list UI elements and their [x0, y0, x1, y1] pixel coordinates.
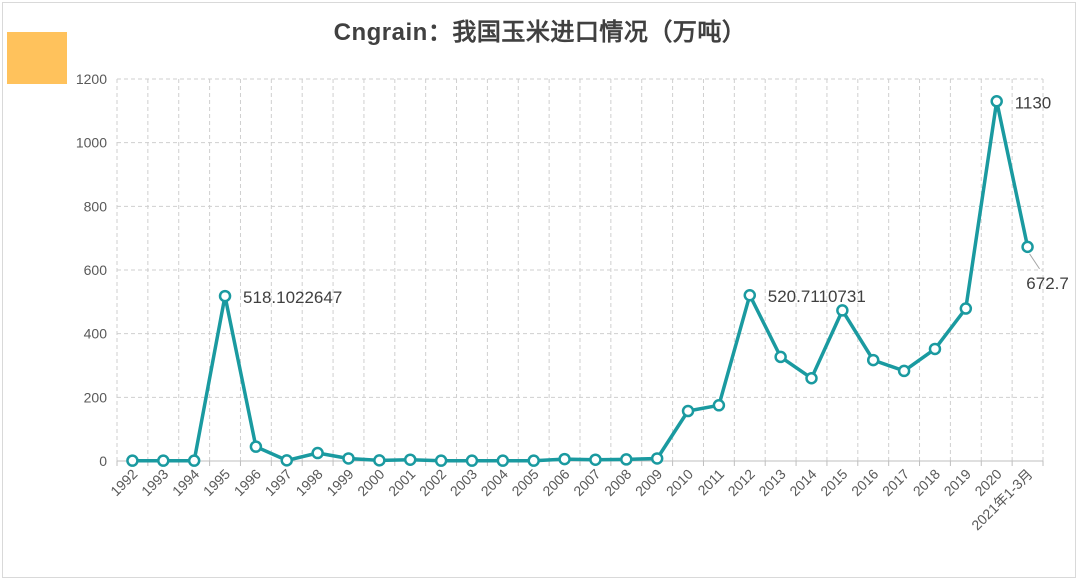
- data-point-marker: [805, 371, 818, 385]
- x-tick-label: 1994: [169, 466, 202, 499]
- y-tick-label: 1200: [76, 71, 107, 87]
- data-point-marker: [866, 353, 880, 367]
- x-tick-label: 2003: [447, 466, 480, 499]
- y-tick-label: 600: [84, 262, 108, 278]
- x-tick-label: 1997: [262, 466, 295, 499]
- x-tick-label: 2009: [632, 466, 665, 499]
- x-tick-label: 1998: [292, 466, 325, 499]
- x-tick-label: 2012: [725, 466, 758, 499]
- data-label: 1130: [1015, 93, 1052, 112]
- data-point-marker: [990, 95, 1003, 108]
- data-point-marker: [589, 453, 602, 466]
- x-tick-label: 2018: [910, 466, 943, 499]
- data-point-marker: [311, 446, 324, 460]
- chart-title: Cngrain：我国玉米进口情况（万吨）: [333, 19, 747, 46]
- x-tick-label: 2004: [478, 466, 511, 499]
- data-point-marker: [836, 304, 849, 317]
- data-point-marker: [249, 440, 263, 453]
- x-tick-label: 2002: [416, 466, 449, 499]
- decorative-orange-block: [7, 32, 67, 84]
- x-tick-label: 2001: [385, 466, 418, 499]
- x-tick-label: 2000: [354, 466, 387, 499]
- data-point-marker: [434, 454, 448, 467]
- data-point-marker: [157, 454, 170, 467]
- data-point-marker: [681, 404, 695, 418]
- data-point-marker: [743, 288, 757, 302]
- x-tick-label: 1992: [107, 466, 140, 499]
- data-point-marker: [527, 454, 540, 467]
- data-point-marker: [496, 454, 510, 467]
- x-tick-label: 2011: [694, 466, 727, 499]
- data-point-marker: [897, 364, 911, 378]
- data-point-marker: [280, 454, 294, 467]
- data-point-marker: [342, 452, 355, 465]
- x-tick-label: 1995: [200, 466, 233, 499]
- x-tick-label: 1993: [138, 466, 171, 499]
- data-point-marker: [403, 453, 417, 466]
- x-tick-label: 1999: [323, 466, 356, 499]
- data-point-marker: [774, 350, 787, 364]
- x-tick-label: 2005: [508, 466, 541, 499]
- x-tick-label: 2019: [941, 466, 974, 499]
- y-tick-label: 400: [84, 326, 108, 342]
- data-point-marker: [187, 454, 201, 467]
- x-tick-label: 2007: [570, 466, 603, 499]
- x-tick-label: 2006: [539, 466, 572, 499]
- y-tick-label: 0: [99, 453, 107, 469]
- data-point-marker: [1021, 240, 1034, 254]
- x-tick-label: 2015: [817, 466, 850, 499]
- x-tick-label: 2017: [879, 466, 912, 499]
- x-tick-label: 2013: [755, 466, 788, 499]
- data-point-marker: [558, 452, 571, 466]
- data-label: 520.7110731: [768, 287, 866, 306]
- data-point-marker: [218, 289, 232, 303]
- x-tick-label: 2014: [786, 466, 819, 499]
- x-tick-label: 1996: [231, 466, 264, 499]
- data-point-marker: [712, 399, 726, 412]
- data-point-marker: [465, 454, 479, 467]
- data-point-marker: [959, 302, 973, 315]
- data-label: 518.1022647: [243, 288, 342, 307]
- y-tick-label: 1000: [76, 135, 107, 151]
- data-point-marker: [650, 452, 664, 465]
- y-tick-label: 800: [84, 198, 108, 214]
- data-point-marker: [928, 342, 942, 356]
- x-tick-label: 2008: [601, 466, 634, 499]
- data-point-marker: [373, 454, 386, 467]
- x-tick-label: 2010: [663, 466, 696, 499]
- y-tick-label: 200: [84, 389, 108, 405]
- series-line: [130, 99, 1030, 463]
- data-point-marker: [620, 453, 633, 466]
- data-label-leader: [1029, 253, 1040, 270]
- x-tick-label: 2016: [848, 466, 881, 499]
- data-point-marker: [126, 454, 139, 467]
- data-label: 672.7: [1026, 274, 1069, 293]
